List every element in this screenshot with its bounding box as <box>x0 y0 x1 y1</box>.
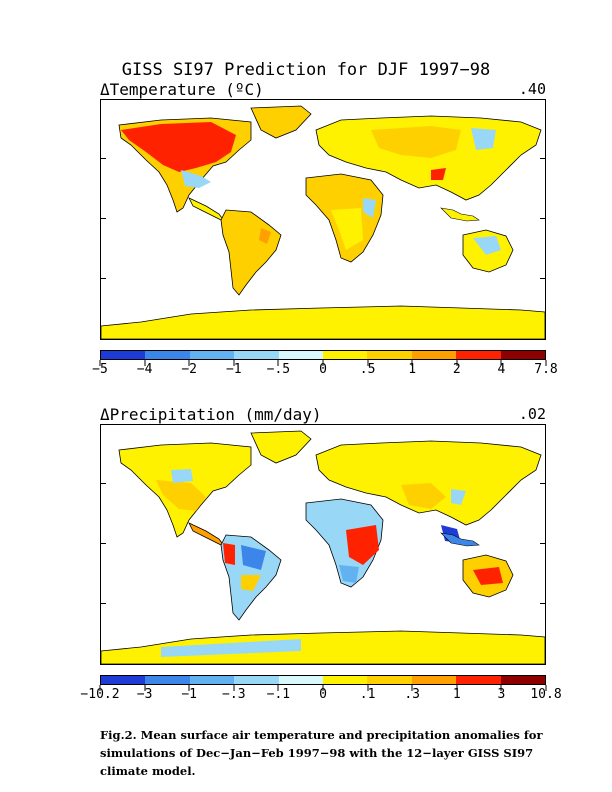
precipitation-colorbar-swatch <box>278 676 324 684</box>
caption-line: climate model. <box>100 764 196 778</box>
precipitation-colorbar-tick-label: .1 <box>359 687 376 702</box>
antarctica-dry-anomaly <box>161 639 301 657</box>
temperature-colorbar-swatch <box>500 351 546 359</box>
north-america-warm-anomaly <box>121 122 236 172</box>
temperature-global-mean: .40 <box>518 80 546 98</box>
temperature-anomaly-map <box>100 99 546 340</box>
precipitation-colorbar-swatch <box>234 676 279 684</box>
figure-caption: Fig.2. Mean surface air temperature and … <box>100 726 570 780</box>
asia-warm-anomaly <box>371 126 461 158</box>
indonesia-islands <box>440 532 480 547</box>
east-africa-wet-anomaly <box>346 525 379 565</box>
antarctica-landmass <box>101 630 545 664</box>
precipitation-colorbar-tick-label: −1 <box>181 687 198 702</box>
precipitation-anomaly-map <box>100 424 546 665</box>
temperature-colorbar-swatch <box>101 351 146 359</box>
temperature-colorbar-tick-label: −5 <box>92 362 108 377</box>
precipitation-colorbar-ticks: −10.2 −3 −1 −.3 −.1 0 .1 .3 1 3 10.8 <box>80 687 561 703</box>
north-america-wet-anomaly <box>156 480 206 511</box>
precipitation-colorbar-tick-label: −.3 <box>222 687 246 702</box>
east-africa-cool-anomaly <box>363 198 376 218</box>
temperature-colorbar-tick-label: 2 <box>452 362 461 377</box>
temperature-map-svg <box>101 105 545 339</box>
precipitation-panel-label: ΔPrecipitation (mm/day) <box>100 405 322 424</box>
temperature-colorbar-ticks: −5 −4 −2 −1 −.5 0 .5 1 2 4 7.8 <box>92 362 558 378</box>
precipitation-colorbar-swatch <box>411 676 457 684</box>
caption-line: simulations of Dec−Jan−Feb 1997−98 with … <box>100 746 534 760</box>
antarctica-landmass <box>101 305 545 339</box>
africa-yellow-region <box>331 208 363 250</box>
australia-cool-anomaly <box>473 236 501 255</box>
figure-title: GISS SI97 Prediction for DJF 1997−98 <box>121 60 491 80</box>
precipitation-colorbar-tick-label: 0 <box>319 687 327 702</box>
precipitation-colorbar-swatch <box>323 676 368 684</box>
precipitation-global-mean: .02 <box>518 405 546 423</box>
temperature-colorbar-swatch <box>189 351 235 359</box>
temperature-colorbar-swatch <box>323 351 368 359</box>
asia-wet-anomaly <box>401 483 446 509</box>
precipitation-colorbar-swatch <box>367 676 412 684</box>
precipitation-colorbar-swatch <box>456 676 501 684</box>
temperature-colorbar <box>100 350 546 360</box>
temperature-colorbar-tick-label: −4 <box>136 362 153 377</box>
precipitation-colorbar-tick-label: −3 <box>136 687 153 702</box>
caption-line: Fig.2. Mean surface air temperature and … <box>100 728 543 742</box>
precipitation-colorbar-swatch <box>500 676 546 684</box>
siberia-cool-anomaly <box>471 128 496 150</box>
temperature-colorbar-tick-label: 7.8 <box>534 362 558 377</box>
temperature-colorbar-swatch <box>278 351 324 359</box>
asia-dry-anomaly <box>451 489 466 505</box>
south-america-warm-anomaly <box>259 228 271 244</box>
precipitation-colorbar-tick-label: −10.2 <box>80 687 120 702</box>
greenland-landmass <box>250 430 312 464</box>
greenland-landmass <box>250 105 312 139</box>
precipitation-colorbar-tick-label: 1 <box>452 687 461 702</box>
central-asia-hot-spot <box>431 168 446 180</box>
temperature-colorbar-swatch <box>367 351 412 359</box>
temperature-colorbar-tick-label: 4 <box>497 362 506 377</box>
temperature-colorbar-tick-label: .5 <box>359 362 376 377</box>
precipitation-colorbar <box>100 675 546 685</box>
temperature-colorbar-swatch <box>456 351 501 359</box>
precipitation-colorbar-tick-label: −.1 <box>266 687 291 702</box>
temperature-colorbar-tick-label: −.5 <box>266 362 291 377</box>
amazon-dry-anomaly <box>241 545 266 570</box>
south-africa-dry-anomaly <box>339 565 359 583</box>
south-america-landmass <box>220 209 282 296</box>
precipitation-colorbar-swatch <box>101 676 146 684</box>
south-brazil-wet-anomaly <box>241 575 261 591</box>
eurasia-landmass <box>315 440 542 526</box>
temperature-colorbar-swatch <box>145 351 190 359</box>
temperature-colorbar-tick-label: −1 <box>225 362 242 377</box>
indonesia-islands <box>440 207 480 222</box>
precipitation-colorbar-swatch <box>189 676 235 684</box>
north-america-dry-anomaly <box>171 469 193 483</box>
temperature-panel-label: ΔTemperature (ºC) <box>100 80 264 99</box>
north-america-cool-anomaly <box>181 170 211 188</box>
temperature-colorbar-tick-label: 0 <box>319 362 327 377</box>
precipitation-colorbar-swatch <box>145 676 190 684</box>
precipitation-colorbar-tick-label: 3 <box>497 687 506 702</box>
temperature-colorbar-tick-label: −2 <box>181 362 198 377</box>
precipitation-map-svg <box>101 425 545 664</box>
precipitation-colorbar-tick-label: 10.8 <box>530 687 562 702</box>
africa-landmass <box>305 498 384 588</box>
temperature-colorbar-swatch <box>234 351 279 359</box>
peru-wet-anomaly <box>223 543 235 565</box>
temperature-colorbar-swatch <box>411 351 457 359</box>
central-america-landmass <box>188 197 226 223</box>
precipitation-colorbar-tick-label: .3 <box>404 687 421 702</box>
temperature-colorbar-tick-label: 1 <box>408 362 417 377</box>
australia-wet-anomaly <box>473 567 503 585</box>
